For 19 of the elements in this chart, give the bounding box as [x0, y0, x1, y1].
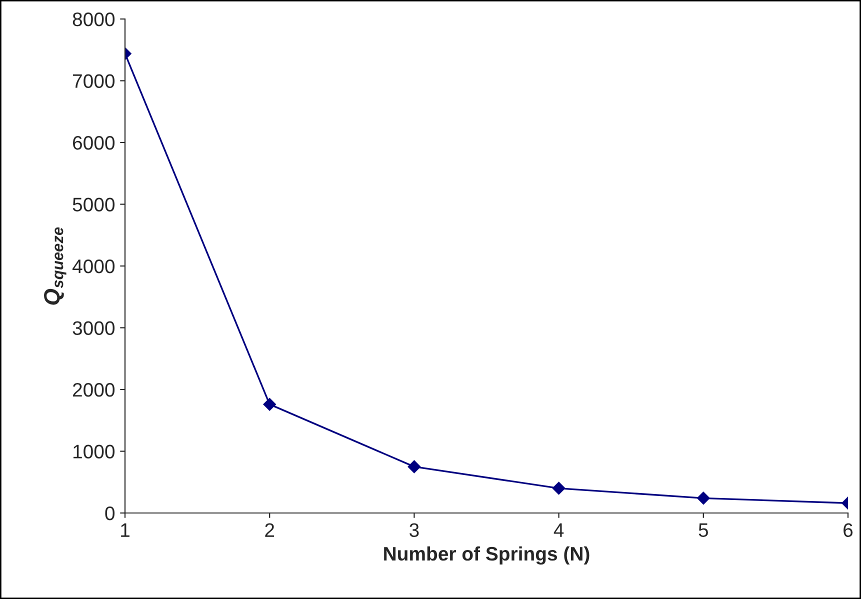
point	[552, 482, 566, 495]
x-tick-label: 2	[265, 523, 274, 537]
y-tick-label: 2000	[73, 382, 115, 397]
y-tick-label: 6000	[73, 136, 115, 150]
y-tick-label: 8000	[72, 12, 115, 26]
y-tick-label: 0	[105, 506, 115, 520]
x-tick-label: 3	[410, 523, 419, 538]
x-axis-title: Number of Springs (N)	[384, 546, 590, 565]
y-tick-label: 7000	[73, 74, 115, 88]
x-tick-label: 4	[554, 523, 564, 537]
y-tick-label: 5000	[72, 198, 115, 212]
y-tick-label: 1000	[74, 444, 115, 458]
y-axis-title: Q$_{squeeze}$	[44, 227, 66, 305]
point	[408, 460, 421, 474]
y-tick-label: 4000	[72, 259, 115, 274]
x-tick-label: 6	[844, 523, 853, 538]
y-tick-label: 3000	[72, 321, 115, 335]
x-tick-label: 5	[698, 523, 708, 538]
x-tick-label: 1	[121, 523, 130, 537]
